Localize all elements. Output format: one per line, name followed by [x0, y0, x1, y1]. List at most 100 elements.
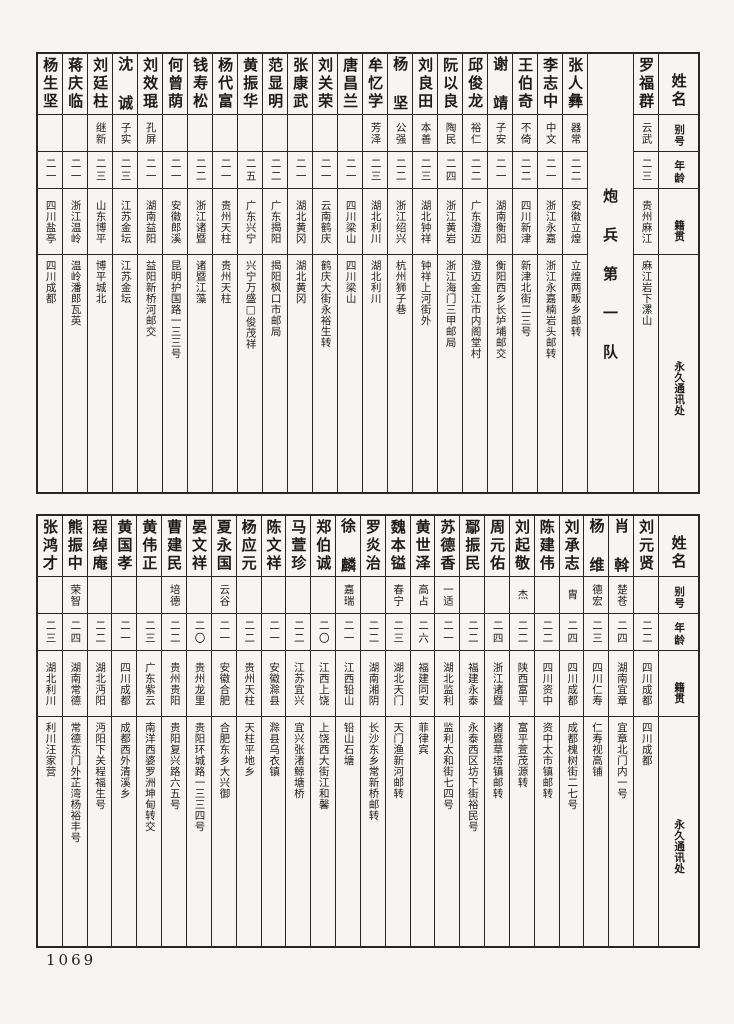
age-cell-text: 二二 — [194, 157, 207, 183]
origin-cell-text: 贵州贵阳 — [168, 661, 181, 706]
address-cell-text: 益阳新桥河邮交 — [144, 260, 157, 337]
age-cell-text: 二一 — [169, 157, 182, 183]
address-cell-text: 沔阳下关程福生号 — [94, 722, 107, 810]
origin-cell: 云南鹤庆 — [313, 188, 337, 254]
origin-cell: 湖南宜章 — [609, 650, 634, 716]
address-cell: 宜章北门内一号 — [609, 716, 634, 946]
header-column: 姓名 别号 年龄 籍贯 永久通讯处 — [658, 54, 698, 492]
address-cell: 富平萱茂源转 — [509, 716, 534, 946]
origin-cell: 江苏宜兴 — [286, 650, 311, 716]
name-cell: 王伯奇 — [513, 54, 537, 114]
age-cell-text: 二二 — [569, 157, 582, 183]
name-cell-text: 何曾荫 — [166, 57, 185, 111]
origin-cell-text: 湖北钟祥 — [419, 199, 432, 244]
address-cell-text: 贵阳环城路一三三四号 — [193, 722, 206, 832]
address-cell: 贵州天柱 — [213, 254, 237, 492]
name-cell-text: 魏本镒 — [388, 519, 407, 573]
header-address-cell: 永久通讯处 — [659, 716, 698, 946]
person-column: 杨 维德宏 二三 四川仁寿 仁寿视高铺 — [583, 516, 609, 946]
alias-cell: 荣智 — [62, 576, 87, 613]
name-cell-text: 夏永国 — [214, 519, 233, 573]
name-cell: 张康武 — [288, 54, 312, 114]
alias-cell — [186, 576, 211, 613]
origin-cell-text: 四川盐亭 — [44, 199, 57, 244]
name-cell-text: 范显明 — [266, 57, 285, 111]
person-column: 沈 诚子实 二三 江苏金坛 江苏金坛 — [112, 54, 137, 492]
address-cell: 温岭潘郎瓦英 — [63, 254, 87, 492]
address-cell-text: 麻江岩下漯山 — [640, 260, 653, 326]
age-cell: 二二 — [162, 613, 186, 650]
alias-cell — [261, 576, 286, 613]
person-column: 杨 坚公强 二二 浙江绍兴 杭州狮子巷 — [387, 54, 412, 492]
name-cell: 魏本镒 — [386, 516, 410, 576]
name-cell-text: 杨 维 — [587, 517, 606, 575]
header-name-label: 姓名 — [669, 534, 688, 571]
name-cell-text: 张康武 — [291, 57, 310, 111]
age-cell-text: 二三 — [419, 157, 432, 183]
alias-cell — [360, 576, 385, 613]
address-cell: 铅山石塘 — [336, 716, 360, 946]
origin-cell: 江西铅山 — [336, 650, 360, 716]
address-cell: 江苏金坛 — [113, 254, 137, 492]
origin-cell-text: 贵州天柱 — [243, 661, 256, 706]
age-cell: 二六 — [410, 613, 435, 650]
name-cell-text: 黄国孝 — [115, 519, 134, 573]
name-cell: 徐 麟 — [336, 516, 360, 576]
person-column: 张鸿才 二三 湖北利川 利川汪家营 — [37, 516, 62, 946]
alias-cell: 中文 — [538, 114, 562, 151]
origin-cell: 浙江永嘉 — [538, 188, 562, 254]
alias-cell — [311, 576, 336, 613]
age-cell: 二三 — [88, 151, 112, 188]
origin-cell: 贵州龙里 — [186, 650, 211, 716]
name-cell: 黄伟正 — [137, 516, 161, 576]
alias-cell-text: 公强 — [394, 121, 407, 145]
person-column: 夏永国 云谷 二一 安徽合肥 合肥东乡大兴御 — [210, 516, 236, 946]
age-cell-text: 二一 — [544, 157, 557, 183]
name-cell: 何曾荫 — [163, 54, 187, 114]
origin-cell: 广东揭阳 — [263, 188, 287, 254]
name-cell: 肖 斡 — [609, 516, 633, 576]
age-cell: 二二 — [360, 613, 385, 650]
alias-cell-text: 德宏 — [591, 583, 604, 607]
age-cell: 二二 — [513, 151, 537, 188]
origin-cell: 浙江温岭 — [63, 188, 87, 254]
age-cell-text: 二二 — [168, 619, 181, 645]
origin-cell-text: 湖南益阳 — [144, 199, 157, 244]
address-cell: 上饶西大街江和馨 — [311, 716, 336, 946]
name-cell-text: 晏文祥 — [189, 519, 208, 573]
address-cell: 诸暨江藻 — [188, 254, 212, 492]
name-cell: 刘元贤 — [634, 516, 658, 576]
name-cell: 杨代富 — [213, 54, 237, 114]
person-column: 鄢振民 二二 福建永泰 永泰西区坊下街裕民号 — [459, 516, 485, 946]
alias-cell — [338, 114, 362, 151]
header-address-cell: 永久通讯处 — [659, 254, 698, 492]
name-cell: 夏永国 — [212, 516, 236, 576]
age-cell-text: 二四 — [491, 619, 504, 645]
origin-cell-text: 浙江诸暨 — [194, 199, 207, 244]
origin-cell-text: 四川资中 — [541, 661, 554, 706]
age-cell-text: 二〇 — [193, 619, 206, 645]
name-cell: 苏德香 — [435, 516, 459, 576]
address-cell: 澄迈金江市内阁堂村 — [463, 254, 487, 492]
name-cell: 鄢振民 — [460, 516, 484, 576]
name-cell-text: 沈 诚 — [116, 55, 135, 113]
alias-cell-text: 高占 — [417, 583, 430, 607]
address-cell: 湖北利川 — [363, 254, 387, 492]
origin-cell-text: 湖北黄冈 — [294, 199, 307, 244]
person-column: 阮以良 陶民 二四 浙江黄岩 浙江海门三甲邮局 — [437, 54, 462, 492]
name-cell-text: 周元佑 — [488, 519, 507, 573]
alias-cell-text: 一适 — [441, 583, 454, 607]
address-cell: 监利太和街七四号 — [435, 716, 460, 946]
address-cell: 新津北街二三号 — [513, 254, 537, 492]
name-cell: 刘廷柱 — [88, 54, 112, 114]
age-cell: 二二 — [388, 151, 412, 188]
alias-cell — [460, 576, 485, 613]
name-cell-text: 钱寿松 — [191, 57, 210, 111]
alias-cell-text: 楚苍 — [615, 583, 628, 607]
alias-cell: 裕仁 — [463, 114, 487, 151]
address-cell-text: 宜章北门内一号 — [615, 722, 628, 799]
age-cell-text: 二三 — [369, 157, 382, 183]
age-cell: 二一 — [163, 151, 187, 188]
address-cell: 宜兴张渚鲸塘桥 — [286, 716, 311, 946]
alias-cell-text: 陶民 — [444, 121, 457, 145]
